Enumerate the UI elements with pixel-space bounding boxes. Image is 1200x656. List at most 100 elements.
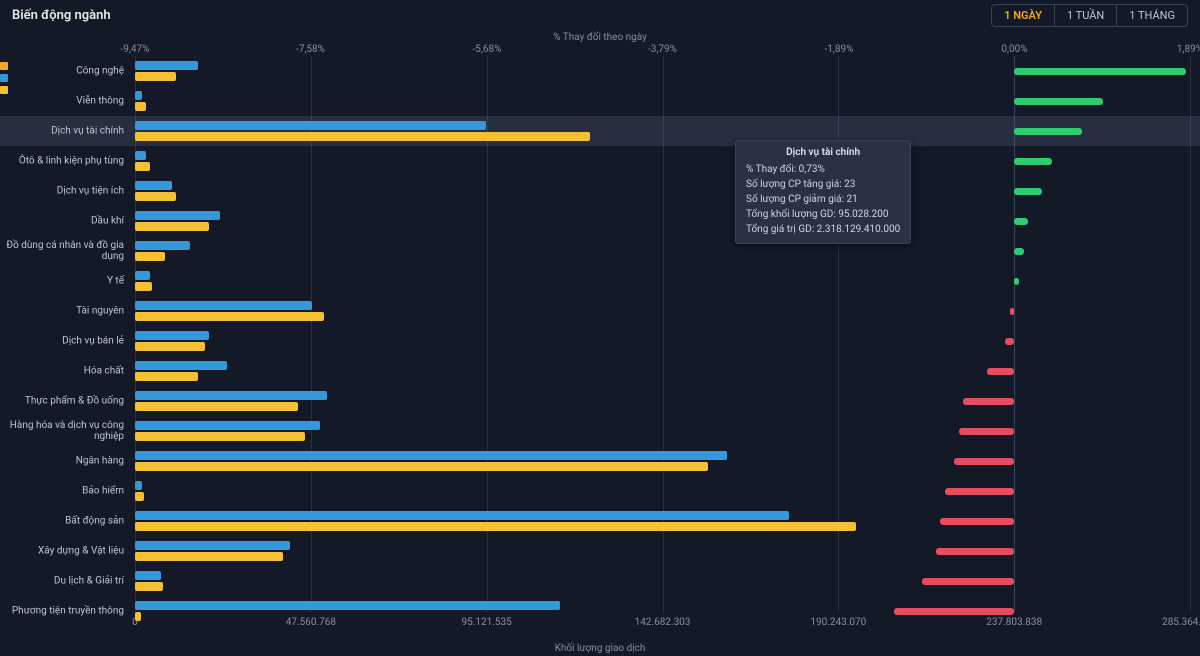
sector-row[interactable]: Dầu khí bbox=[0, 206, 1200, 236]
row-label: Ngân hàng bbox=[0, 456, 130, 467]
sector-row[interactable]: Hàng hóa và dịch vụ công nghiệp bbox=[0, 416, 1200, 446]
header: Biến động ngành 1 NGÀY1 TUẦN1 THÁNG bbox=[0, 0, 1200, 28]
sector-row[interactable]: Bảo hiểm bbox=[0, 476, 1200, 506]
sector-row[interactable]: Xây dựng & Vật liệu bbox=[0, 536, 1200, 566]
volume-bar-yellow bbox=[135, 582, 163, 591]
change-bar bbox=[1014, 278, 1019, 285]
volume-bar-yellow bbox=[135, 252, 165, 261]
volume-bar-yellow bbox=[135, 402, 298, 411]
row-label: Dịch vụ bán lẻ bbox=[0, 336, 130, 347]
row-label: Thực phẩm & Đồ uống bbox=[0, 396, 130, 407]
tab-1-ngày[interactable]: 1 NGÀY bbox=[992, 5, 1055, 26]
sector-row[interactable]: Du lịch & Giải trí bbox=[0, 566, 1200, 596]
change-bar bbox=[894, 608, 1015, 615]
volume-bar-yellow bbox=[135, 132, 590, 141]
volume-bar-blue bbox=[135, 571, 161, 580]
change-bar bbox=[922, 578, 1015, 585]
tooltip-line: Tổng giá trị GD: 2.318.129.410.000 bbox=[746, 222, 900, 237]
volume-bar-yellow bbox=[135, 522, 856, 531]
volume-bar-blue bbox=[135, 271, 150, 280]
row-label: Bất động sản bbox=[0, 516, 130, 527]
volume-bar-yellow bbox=[135, 492, 144, 501]
change-bar bbox=[1014, 128, 1082, 135]
row-label: Công nghệ bbox=[0, 66, 130, 77]
tooltip-line: Số lượng CP tăng giá: 23 bbox=[746, 177, 900, 192]
sector-row[interactable]: Thực phẩm & Đồ uống bbox=[0, 386, 1200, 416]
volume-bar-yellow bbox=[135, 162, 150, 171]
row-label: Hàng hóa và dịch vụ công nghiệp bbox=[0, 420, 130, 442]
volume-bar-yellow bbox=[135, 72, 176, 81]
sector-row[interactable]: Viễn thông bbox=[0, 86, 1200, 116]
row-label: Hóa chất bbox=[0, 366, 130, 377]
row-label: Dịch vụ tài chính bbox=[0, 126, 130, 137]
top-axis-title: % Thay đổi theo ngày bbox=[553, 32, 647, 43]
row-label: Đồ dùng cá nhân và đồ gia dụng bbox=[0, 240, 130, 262]
sector-row[interactable]: Đồ dùng cá nhân và đồ gia dụng bbox=[0, 236, 1200, 266]
change-bar bbox=[987, 368, 1015, 375]
change-bar bbox=[940, 518, 1014, 525]
change-bar bbox=[1005, 338, 1014, 345]
row-label: Xây dựng & Vật liệu bbox=[0, 546, 130, 557]
volume-bar-blue bbox=[135, 361, 227, 370]
volume-bar-blue bbox=[135, 391, 327, 400]
top-tick-label: 1,89% bbox=[1177, 44, 1200, 55]
tooltip-line: % Thay đổi: 0,73% bbox=[746, 162, 900, 177]
volume-bar-yellow bbox=[135, 552, 283, 561]
volume-bar-yellow bbox=[135, 312, 324, 321]
tooltip-line: Tổng khối lượng GD: 95.028.200 bbox=[746, 207, 900, 222]
volume-bar-blue bbox=[135, 511, 789, 520]
volume-bar-blue bbox=[135, 211, 220, 220]
tab-1-tuần[interactable]: 1 TUẦN bbox=[1055, 5, 1117, 26]
sector-row[interactable]: Ôtô & linh kiện phụ tùng bbox=[0, 146, 1200, 176]
change-bar bbox=[963, 398, 1014, 405]
volume-bar-yellow bbox=[135, 342, 205, 351]
volume-bar-blue bbox=[135, 601, 560, 610]
change-bar bbox=[1014, 158, 1051, 165]
change-bar bbox=[1014, 68, 1186, 75]
sector-row[interactable]: Hóa chất bbox=[0, 356, 1200, 386]
volume-bar-yellow bbox=[135, 462, 708, 471]
sector-row[interactable]: Dịch vụ tiện ích bbox=[0, 176, 1200, 206]
row-label: Ôtô & linh kiện phụ tùng bbox=[0, 156, 130, 167]
change-bar bbox=[1014, 248, 1023, 255]
tooltip-title: Dịch vụ tài chính bbox=[746, 147, 900, 162]
change-bar bbox=[1014, 188, 1042, 195]
row-label: Dịch vụ tiện ích bbox=[0, 186, 130, 197]
volume-bar-yellow bbox=[135, 222, 209, 231]
row-label: Du lịch & Giải trí bbox=[0, 576, 130, 587]
sector-row[interactable]: Dịch vụ bán lẻ bbox=[0, 326, 1200, 356]
page-title: Biến động ngành bbox=[12, 8, 111, 23]
volume-bar-yellow bbox=[135, 282, 152, 291]
top-tick-label: 0,00% bbox=[1001, 44, 1027, 55]
change-bar bbox=[954, 458, 1014, 465]
volume-bar-yellow bbox=[135, 612, 141, 621]
tab-1-tháng[interactable]: 1 THÁNG bbox=[1117, 5, 1187, 26]
change-bar bbox=[959, 428, 1015, 435]
volume-bar-blue bbox=[135, 121, 486, 130]
sector-row[interactable]: Bất động sản bbox=[0, 506, 1200, 536]
sector-row[interactable]: Phương tiện truyền thông bbox=[0, 596, 1200, 626]
row-label: Tài nguyên bbox=[0, 306, 130, 317]
row-label: Phương tiện truyền thông bbox=[0, 606, 130, 617]
row-label: Viễn thông bbox=[0, 96, 130, 107]
time-range-tabs: 1 NGÀY1 TUẦN1 THÁNG bbox=[991, 4, 1188, 27]
sector-row[interactable]: Y tế bbox=[0, 266, 1200, 296]
sector-row[interactable]: Tài nguyên bbox=[0, 296, 1200, 326]
volume-bar-blue bbox=[135, 241, 190, 250]
volume-bar-blue bbox=[135, 481, 142, 490]
row-label: Dầu khí bbox=[0, 216, 130, 227]
sector-row[interactable]: Dịch vụ tài chính bbox=[0, 116, 1200, 146]
volume-bar-blue bbox=[135, 301, 312, 310]
sector-row[interactable]: Ngân hàng bbox=[0, 446, 1200, 476]
top-tick-label: -1,89% bbox=[824, 44, 853, 55]
volume-bar-blue bbox=[135, 451, 727, 460]
volume-bar-blue bbox=[135, 181, 172, 190]
volume-bar-yellow bbox=[135, 432, 305, 441]
change-bar bbox=[936, 548, 1015, 555]
volume-bar-blue bbox=[135, 421, 320, 430]
sector-row[interactable]: Công nghệ bbox=[0, 56, 1200, 86]
tooltip: Dịch vụ tài chính% Thay đổi: 0,73%Số lượ… bbox=[735, 140, 911, 244]
volume-bar-yellow bbox=[135, 102, 146, 111]
volume-bar-yellow bbox=[135, 372, 198, 381]
change-bar bbox=[945, 488, 1015, 495]
